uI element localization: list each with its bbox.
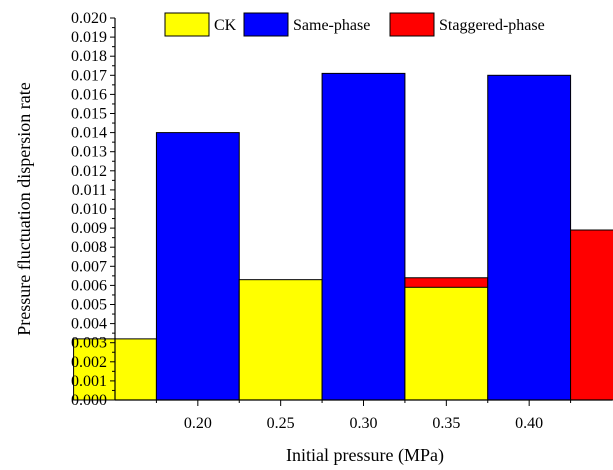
legend-swatch-ck bbox=[164, 12, 210, 37]
y-tick-label: 0.018 bbox=[71, 48, 107, 65]
x-tick-label: 0.35 bbox=[432, 415, 460, 432]
y-tick-label: 0.013 bbox=[71, 144, 107, 161]
y-tick-label: 0.007 bbox=[71, 258, 107, 275]
y-tick-label: 0.006 bbox=[71, 277, 107, 294]
y-tick-label: 0.000 bbox=[71, 392, 107, 409]
y-tick-label: 0.015 bbox=[71, 106, 107, 123]
x-tick-label: 0.20 bbox=[184, 415, 212, 432]
y-tick-label: 0.016 bbox=[71, 86, 107, 103]
x-tick-label: 0.40 bbox=[515, 415, 543, 432]
y-tick-label: 0.010 bbox=[71, 201, 107, 218]
bar-same-phase-0.20 bbox=[155, 132, 240, 401]
bar-ck-0.40 bbox=[404, 286, 489, 401]
x-tick-label: 0.25 bbox=[267, 415, 295, 432]
legend-swatch-staggered-phase bbox=[389, 12, 435, 37]
legend-swatch-same-phase bbox=[243, 12, 289, 37]
legend-label: Same-phase bbox=[293, 17, 370, 34]
x-tick-label: 0.30 bbox=[350, 415, 378, 432]
y-tick-label: 0.005 bbox=[71, 297, 107, 314]
y-tick-label: 0.011 bbox=[72, 182, 107, 199]
y-tick-label: 0.002 bbox=[71, 354, 107, 371]
y-tick-label: 0.014 bbox=[71, 125, 107, 142]
legend-label: CK bbox=[214, 17, 237, 34]
bar-same-phase-0.40 bbox=[487, 74, 572, 401]
y-tick-label: 0.001 bbox=[71, 373, 107, 390]
bar-ck-0.30 bbox=[238, 279, 323, 401]
y-tick-label: 0.017 bbox=[71, 67, 107, 84]
y-axis-ticks: 0.000 0.001 0.002 0.003 0.004 0.005 0.006 0.007… bbox=[71, 10, 115, 409]
y-tick-label: 0.019 bbox=[71, 29, 107, 46]
y-tick-label: 0.008 bbox=[71, 239, 107, 256]
y-tick-label: 0.009 bbox=[71, 220, 107, 237]
x-axis-ticks: 0.20 0.25 0.30 0.35 0.40 bbox=[155, 400, 572, 432]
legend: CK Same-phase Staggered-phase bbox=[164, 12, 545, 37]
bar-staggered-phase-0.40 bbox=[570, 229, 613, 401]
bars bbox=[73, 72, 613, 401]
y-tick-label: 0.012 bbox=[71, 163, 107, 180]
y-tick-label: 0.003 bbox=[71, 335, 107, 352]
y-tick-label: 0.020 bbox=[71, 10, 107, 27]
legend-label: Staggered-phase bbox=[439, 17, 545, 34]
y-axis-title: Pressure fluctuation dispersion rate bbox=[14, 82, 34, 335]
bar-same-phase-0.30 bbox=[321, 72, 406, 401]
y-tick-label: 0.004 bbox=[71, 316, 107, 333]
x-axis-title: Initial pressure (MPa) bbox=[286, 445, 444, 466]
